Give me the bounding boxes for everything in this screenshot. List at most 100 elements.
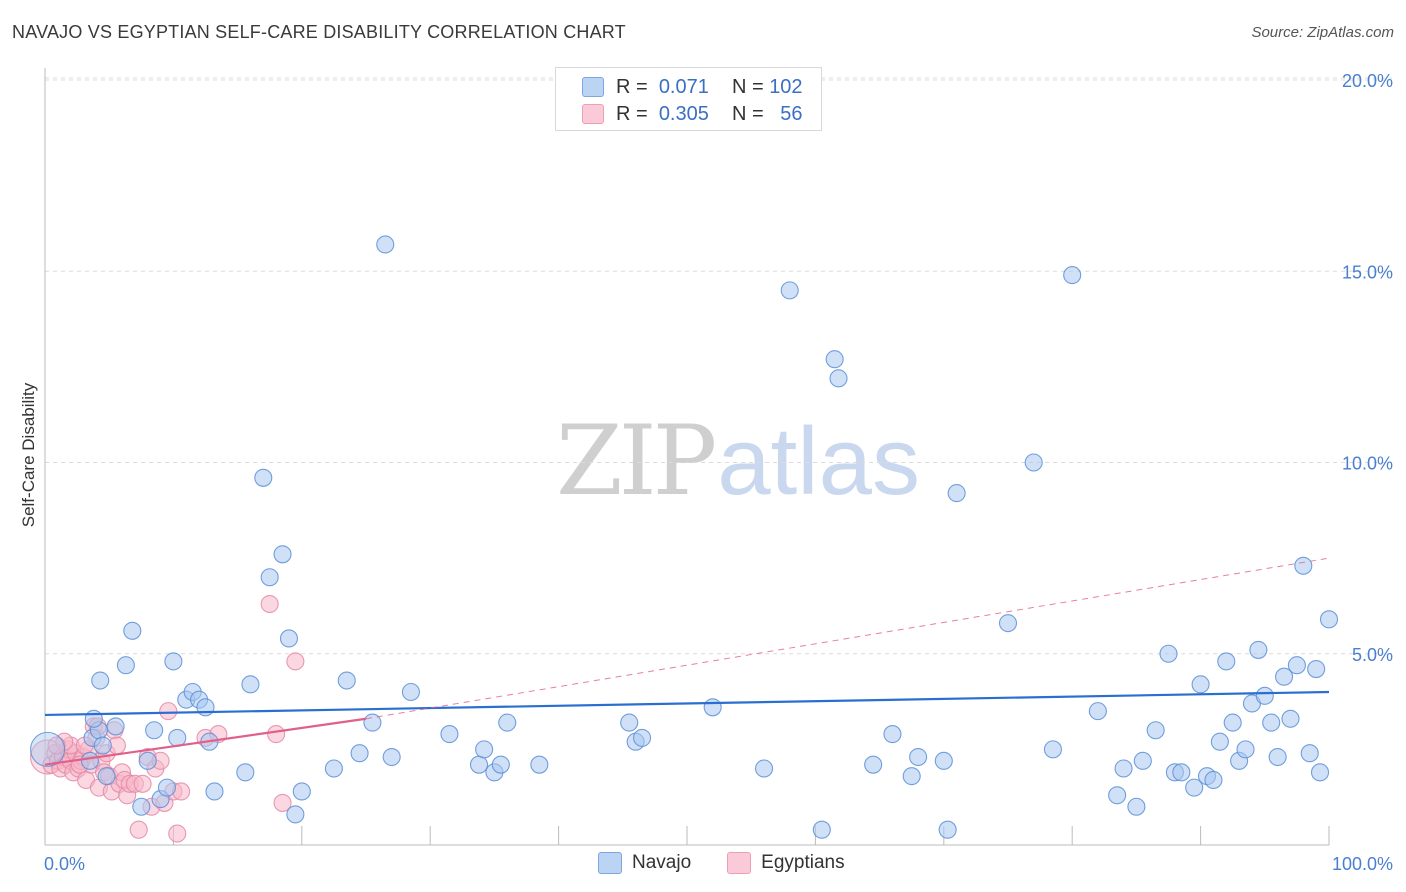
navajo-legend-swatch (598, 852, 622, 874)
navajo-point (1223, 713, 1242, 732)
navajo-points (30, 235, 1339, 839)
navajo-point (286, 805, 305, 824)
navajo-point (1146, 721, 1165, 740)
navajo-point (1255, 686, 1274, 705)
navajo-point (469, 755, 489, 774)
grid-layer (45, 77, 1392, 655)
chart-title: NAVAJO VS EGYPTIAN SELF-CARE DISABILITY … (12, 22, 626, 42)
y-tick-label: 20.0% (1342, 71, 1393, 91)
navajo-point (938, 820, 957, 839)
x-tick-label-min: 0.0% (44, 854, 85, 874)
egyptians-swatch (582, 104, 604, 124)
y-tick-label: 5.0% (1352, 645, 1393, 665)
navajo-point (91, 671, 110, 690)
navajo-point (825, 350, 844, 369)
navajo-n-value: 102 (769, 75, 803, 98)
navajo-point (475, 740, 494, 759)
navajo-point (106, 717, 125, 736)
legend-r-label: R = (616, 75, 648, 98)
navajo-point (1204, 770, 1223, 790)
navajo-point (1043, 740, 1062, 759)
x-tick-label-max: 100.0% (1332, 854, 1393, 874)
navajo-point (1294, 556, 1313, 575)
navajo-point (1275, 667, 1294, 686)
navajo-point (1310, 763, 1330, 782)
legend-row-egyptians: R = 0.305 N = 56 (582, 101, 803, 127)
navajo-point (324, 759, 343, 778)
navajo-point (1262, 713, 1281, 732)
navajo-point (754, 759, 774, 778)
navajo-point (1114, 759, 1133, 778)
legend-n-label: N = (731, 102, 764, 125)
navajo-point (947, 484, 966, 503)
navajo-point (350, 744, 369, 763)
chart-source: Source: ZipAtlas.com (1251, 24, 1394, 41)
y-tick-label: 15.0% (1342, 262, 1393, 282)
navajo-point (1108, 786, 1127, 805)
navajo-point (1236, 740, 1255, 759)
navajo-point (1217, 652, 1236, 671)
egyptians-point (47, 736, 66, 755)
navajo-point (909, 747, 928, 767)
navajo-point (84, 709, 103, 728)
navajo-point (1281, 709, 1300, 728)
navajo-point (703, 698, 722, 717)
navajo-point (1191, 675, 1210, 694)
navajo-point (620, 713, 639, 732)
navajo-point (998, 614, 1018, 633)
egyptians-point (133, 774, 152, 793)
axis-layer (44, 68, 1330, 846)
legend-r-label: R = (616, 102, 648, 125)
navajo-point (780, 281, 799, 300)
navajo-point (97, 767, 116, 786)
navajo-point (498, 713, 517, 732)
egyptians-point (159, 702, 178, 721)
navajo-point (30, 731, 66, 767)
egyptians-point (286, 652, 305, 671)
navajo-point (934, 751, 953, 770)
watermark-zip: ZIP (556, 405, 717, 517)
navajo-point (138, 751, 157, 770)
egyptians-point (129, 820, 148, 839)
y-axis-title: Self-Care Disability (19, 382, 38, 527)
navajo-legend-label: Navajo (632, 852, 692, 873)
series-legend-navajo[interactable]: Navajo (598, 852, 691, 874)
navajo-r-value: 0.071 (658, 75, 709, 98)
navajo-point (1088, 702, 1107, 721)
navajo-point (1319, 610, 1339, 629)
series-legend-egyptians[interactable]: Egyptians (727, 852, 845, 874)
egyptians-r-value: 0.305 (658, 102, 709, 125)
navajo-point (292, 782, 311, 801)
egyptians-trendline (44, 717, 367, 766)
trend-layer (44, 557, 1330, 766)
navajo-point (236, 763, 255, 782)
egyptians-point (168, 824, 187, 843)
navajo-point (1133, 751, 1152, 770)
navajo-point (116, 656, 135, 675)
navajo-point (254, 468, 273, 487)
navajo-point (164, 652, 183, 671)
navajo-point (491, 755, 510, 774)
navajo-point (1127, 797, 1146, 816)
navajo-point (279, 629, 299, 648)
navajo-point (1268, 747, 1287, 767)
label-layer: 5.0% 10.0% 15.0% 20.0% 0.0% 100.0% (44, 71, 1393, 874)
egyptians-point (273, 793, 292, 812)
navajo-point (145, 721, 164, 740)
egyptians-legend-label: Egyptians (761, 852, 845, 873)
navajo-point (440, 725, 459, 744)
navajo-point (273, 545, 292, 564)
navajo-swatch (582, 77, 604, 97)
navajo-point (1185, 778, 1204, 797)
navajo-point (1287, 656, 1306, 675)
egyptians-point (267, 725, 286, 744)
egyptians-point (260, 594, 279, 614)
egyptians-trendline-extrapolated (365, 557, 1330, 720)
navajo-point (883, 725, 902, 744)
navajo-point (337, 671, 356, 690)
navajo-point (1172, 763, 1191, 782)
navajo-point (1024, 453, 1043, 472)
navajo-point (80, 751, 99, 770)
watermark-atlas: atlas (717, 408, 920, 515)
